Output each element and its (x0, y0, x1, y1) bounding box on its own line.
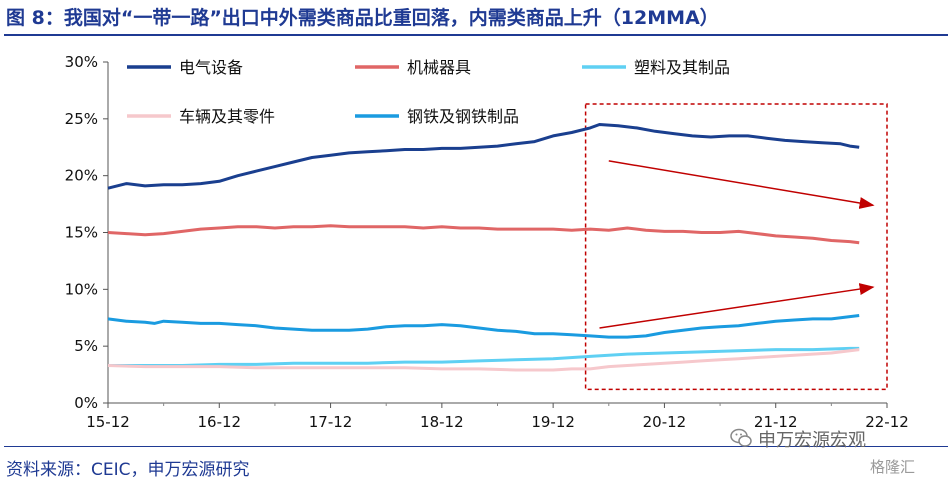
legend-label-3: 塑料及其制品 (634, 58, 730, 77)
y-tick-label: 0% (74, 394, 98, 412)
x-tick-label: 16-12 (197, 413, 241, 431)
legend-label-5: 钢铁及钢铁制品 (407, 107, 519, 126)
legend-label-1: 电气设备 (179, 58, 243, 77)
x-tick-label: 18-12 (420, 413, 464, 431)
page-title: 图 8：我国对“一带一路”出口中外需类商品比重回落，内需类商品上升（12MMA） (6, 7, 719, 29)
trend-arrow-2 (599, 283, 875, 329)
x-tick-label: 22-12 (865, 413, 909, 431)
wechat-icon (730, 428, 752, 447)
brand-label: 申万宏源宏观 (758, 430, 866, 451)
y-tick-label: 25% (65, 110, 98, 128)
x-tick-label: 17-12 (309, 413, 353, 431)
series-line-1 (107, 123, 860, 190)
y-tick-label: 5% (74, 337, 98, 355)
y-tick-label: 20% (65, 167, 98, 185)
y-tick-label: 30% (65, 53, 98, 71)
annotation-box (584, 103, 888, 391)
source-note: 资料来源：CEIC，申万宏源研究 (6, 460, 250, 480)
watermark: 格隆汇 (870, 458, 916, 476)
legend-label-2: 机械器具 (407, 58, 471, 77)
series-line-2 (107, 224, 860, 245)
series-line-4 (107, 348, 860, 372)
x-tick-label: 19-12 (531, 413, 575, 431)
y-tick-label: 15% (65, 224, 98, 242)
source-divider (4, 446, 948, 447)
legend-label-4: 车辆及其零件 (179, 107, 275, 126)
x-tick-label: 15-12 (86, 413, 130, 431)
title-divider (4, 34, 948, 36)
series-line-5 (107, 314, 860, 339)
series-line-3 (108, 346, 860, 367)
x-tick-label: 20-12 (643, 413, 687, 431)
y-tick-label: 10% (65, 280, 98, 298)
trend-arrow-1 (608, 160, 875, 209)
x-tick-label: 21-12 (754, 413, 798, 431)
